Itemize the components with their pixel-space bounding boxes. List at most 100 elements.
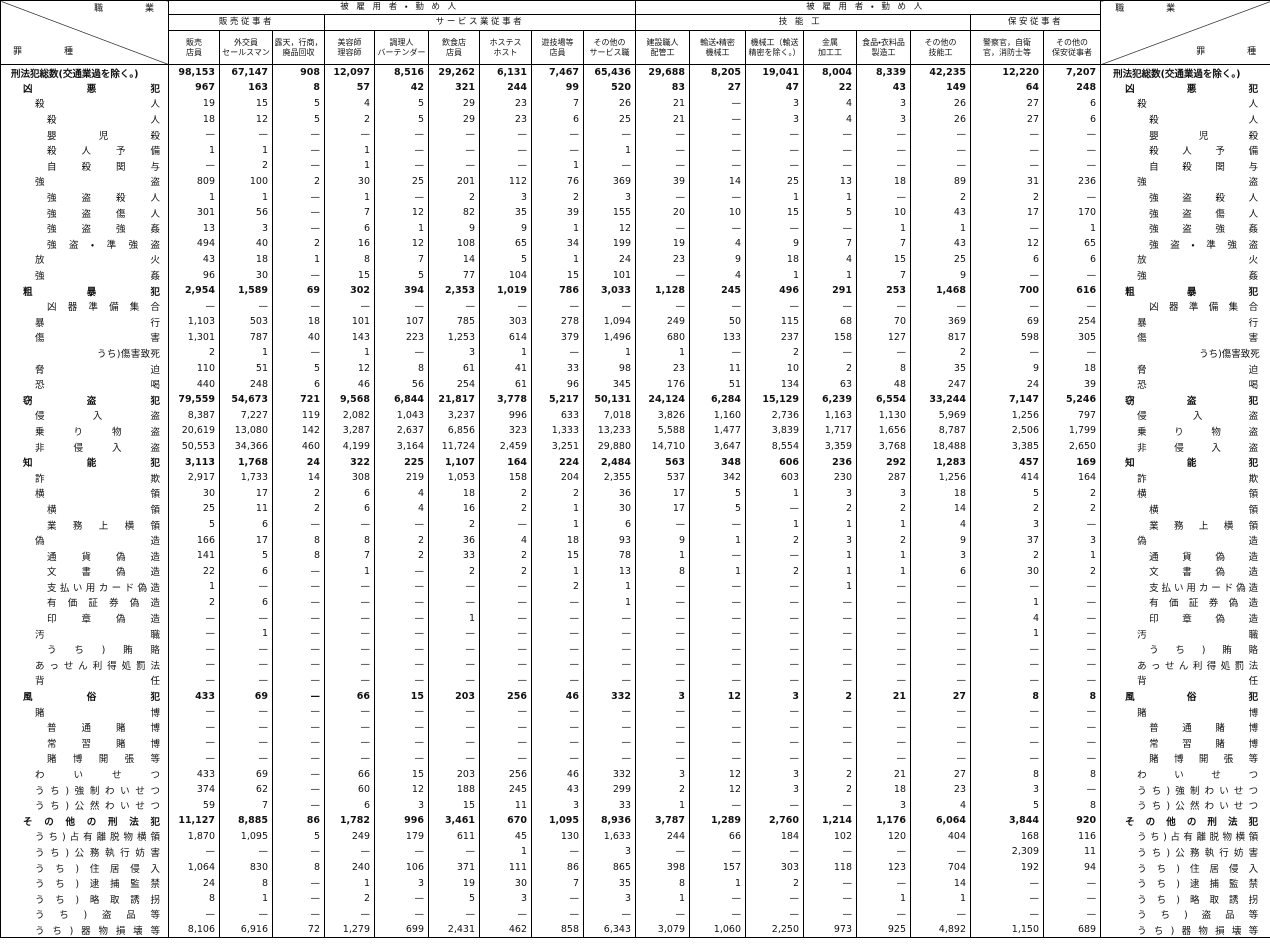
data-cell: 110 xyxy=(168,360,220,377)
data-cell: 704 xyxy=(910,859,971,876)
data-cell: 2,082 xyxy=(324,407,375,424)
data-cell: — xyxy=(635,220,690,237)
data-cell: 19 xyxy=(168,95,220,112)
data-cell: — xyxy=(689,111,746,127)
data-cell: — xyxy=(272,267,325,283)
data-cell: — xyxy=(1042,875,1102,891)
data-cell: 2 xyxy=(272,173,325,190)
data-cell: 25 xyxy=(910,251,971,268)
data-cell: 82 xyxy=(428,204,480,221)
data-cell: 1 xyxy=(324,345,375,361)
row-label: 背任 xyxy=(35,676,160,688)
data-cell: 6 xyxy=(272,376,325,392)
column-header: 調理人 バーテンダー xyxy=(374,30,429,65)
data-cell: — xyxy=(856,703,911,720)
row-label-cell: 支払い用カード偽造 xyxy=(0,579,169,595)
row-label: 汚職 xyxy=(1137,629,1259,641)
data-cell: — xyxy=(1042,298,1102,314)
row-label-cell: 殺人 xyxy=(1100,95,1270,112)
data-cell: 127 xyxy=(856,329,911,346)
row-label-cell: うち)略取誘拐 xyxy=(0,890,169,907)
header-row: 職業 罪種 被雇用者・勤め人 被雇用者・勤め人 職業 罪種 xyxy=(0,0,1270,65)
data-cell: 4 xyxy=(689,267,746,283)
data-cell: 2 xyxy=(803,688,857,704)
data-cell: 21 xyxy=(635,95,690,112)
data-cell: — xyxy=(272,158,325,174)
data-cell: 865 xyxy=(583,859,636,876)
data-cell: 8 xyxy=(272,80,325,96)
data-cell: — xyxy=(583,610,636,626)
data-cell: 973 xyxy=(803,922,857,939)
data-cell: 13 xyxy=(168,220,220,237)
data-cell: — xyxy=(324,594,375,611)
data-cell: 5 xyxy=(689,485,746,502)
data-cell: 17 xyxy=(970,204,1044,221)
data-cell: — xyxy=(374,719,429,736)
data-cell: — xyxy=(856,735,911,751)
data-cell: 6 xyxy=(1042,95,1102,112)
data-cell: — xyxy=(324,672,375,689)
data-cell: 1 xyxy=(583,579,636,595)
data-cell: 107 xyxy=(374,314,429,330)
data-cell: 27 xyxy=(970,95,1044,112)
data-cell: 43 xyxy=(856,80,911,96)
data-cell: 8 xyxy=(324,251,375,268)
data-cell: 66 xyxy=(689,828,746,845)
data-cell: — xyxy=(272,844,325,860)
row-label: 風俗犯 xyxy=(23,692,160,704)
data-cell: — xyxy=(745,672,804,689)
data-cell: 254 xyxy=(428,376,480,392)
data-cell: — xyxy=(803,641,857,658)
data-cell: — xyxy=(970,890,1044,907)
row-label: うち)公務執行妨害 xyxy=(1137,847,1259,859)
data-cell: 6 xyxy=(324,797,375,813)
data-cell: 1,283 xyxy=(910,454,971,470)
data-cell: 256 xyxy=(479,688,532,704)
data-cell: — xyxy=(635,672,690,689)
row-label: 賭博開張等 xyxy=(47,754,160,766)
row-label: 詐欺 xyxy=(35,473,160,485)
data-cell: 57 xyxy=(324,80,375,96)
data-cell: 36 xyxy=(583,485,636,502)
data-cell: 598 xyxy=(970,329,1044,346)
data-cell: 1 xyxy=(970,625,1044,642)
data-cell: — xyxy=(374,735,429,751)
data-cell: 25 xyxy=(745,173,804,190)
data-cell: 203 xyxy=(428,766,480,782)
data-cell: 1 xyxy=(689,875,746,891)
row-label: 殺人 xyxy=(1137,99,1259,111)
data-cell: 4,892 xyxy=(910,922,971,939)
data-cell: 24 xyxy=(970,376,1044,392)
row-label-cell: わいせつ xyxy=(1100,766,1270,782)
row-label: 殺人予備 xyxy=(47,146,160,158)
row-label: 凶器準備集合 xyxy=(1149,302,1259,314)
data-cell: — xyxy=(583,657,636,673)
data-cell: 3 xyxy=(856,485,911,502)
data-cell: — xyxy=(635,142,690,159)
data-cell: — xyxy=(970,875,1044,891)
row-label-cell: 恐喝 xyxy=(0,376,169,392)
data-cell: 104 xyxy=(479,267,532,283)
data-cell: 345 xyxy=(583,376,636,392)
table-row: 有価証券偽造 2 6— — — — — —1— — — — — —1— 有価証券偽造 xyxy=(0,594,1270,611)
table-row: 凶器準備集合 — — — — — — — — — — — — — — — — — 凶器準備集合 xyxy=(0,298,1270,314)
row-label-cell: うち)住居侵入 xyxy=(1100,859,1270,876)
data-cell: — xyxy=(1042,781,1102,798)
data-cell: 1 xyxy=(479,844,532,860)
row-label: 常習賭博 xyxy=(47,738,160,750)
data-cell: — xyxy=(635,126,690,143)
data-cell: 8,936 xyxy=(583,813,636,829)
column-header-line: 機械工 xyxy=(705,47,730,57)
data-cell: 2 xyxy=(272,501,325,517)
data-cell: — xyxy=(272,735,325,751)
data-cell: — xyxy=(745,906,804,923)
data-cell: — xyxy=(689,220,746,237)
data-cell: — xyxy=(1042,267,1102,283)
row-label: 暴行 xyxy=(1137,317,1259,329)
row-label-cell: 常習賭博 xyxy=(0,735,169,751)
row-label-cell: 背任 xyxy=(0,672,169,689)
data-cell: 6 xyxy=(1042,111,1102,127)
data-cell: 7 xyxy=(803,236,857,252)
data-cell: 369 xyxy=(910,314,971,330)
data-cell: 1 xyxy=(219,890,273,907)
